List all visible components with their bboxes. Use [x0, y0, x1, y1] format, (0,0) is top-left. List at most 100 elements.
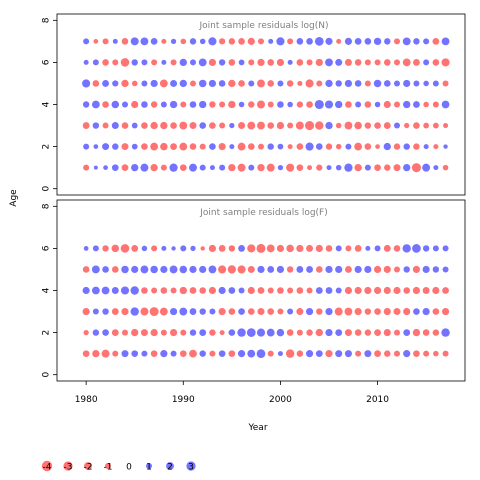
residual-point	[354, 329, 362, 336]
residual-point	[121, 350, 129, 358]
residual-point	[131, 163, 139, 172]
residual-point	[443, 123, 449, 129]
residual-point	[130, 37, 139, 46]
x-axis-label: Year	[247, 423, 267, 433]
legend-bubble	[166, 462, 174, 470]
residual-point	[296, 350, 304, 357]
residual-point	[120, 58, 130, 67]
residual-point	[102, 38, 109, 45]
residual-point	[364, 286, 372, 295]
residual-point	[325, 121, 333, 130]
residual-point	[112, 143, 119, 150]
residual-point	[373, 37, 382, 46]
residual-point	[170, 143, 177, 150]
residual-point	[306, 266, 313, 273]
residual-point	[412, 244, 421, 253]
residual-point	[402, 37, 411, 46]
residual-point	[413, 38, 420, 45]
residual-point	[258, 38, 264, 45]
residual-point	[237, 350, 246, 358]
residual-point	[199, 164, 206, 171]
residual-point	[179, 307, 188, 316]
residual-point	[247, 286, 255, 295]
residual-point	[92, 122, 100, 129]
residual-point	[111, 244, 120, 253]
residual-point	[276, 37, 285, 46]
residual-point	[335, 350, 343, 358]
y-tick-label: 2	[42, 144, 52, 150]
residual-point	[286, 329, 294, 336]
residual-point	[335, 245, 342, 252]
y-tick-label: 4	[42, 287, 52, 293]
y-tick-label: 0	[42, 186, 52, 192]
y-tick-label: 2	[42, 330, 52, 336]
residual-point	[335, 164, 342, 171]
residual-point	[121, 307, 129, 316]
residual-point	[287, 59, 293, 65]
residual-point	[140, 37, 149, 46]
residual-point	[228, 38, 236, 45]
residual-point	[413, 122, 420, 129]
residual-point	[92, 329, 100, 336]
residual-point	[383, 80, 391, 87]
residual-point	[394, 350, 400, 357]
residual-point	[208, 265, 217, 274]
residual-point	[151, 59, 158, 66]
residual-point	[267, 143, 274, 150]
residual-point	[432, 37, 440, 45]
residual-point	[141, 143, 148, 150]
y-tick-label: 6	[42, 245, 52, 251]
residual-point	[374, 164, 381, 171]
residual-point	[423, 350, 430, 357]
residual-point	[238, 287, 245, 294]
residual-point	[151, 287, 158, 294]
residual-point	[160, 287, 168, 294]
residual-point	[238, 38, 245, 45]
residual-point	[190, 245, 196, 252]
residual-point	[93, 39, 99, 44]
residual-point	[160, 350, 168, 358]
residual-point	[315, 121, 324, 130]
residual-point	[383, 244, 391, 252]
residual-point	[325, 37, 333, 45]
residual-point	[101, 286, 110, 295]
residual-point	[150, 142, 159, 151]
residual-point	[277, 80, 284, 87]
residual-point	[432, 329, 440, 336]
residual-point	[394, 59, 400, 66]
residual-point	[189, 329, 197, 336]
residual-point	[364, 59, 371, 66]
residual-point	[111, 100, 120, 109]
residual-point	[82, 122, 90, 129]
residual-point	[112, 350, 119, 357]
residual-point	[141, 101, 148, 108]
residual-point	[394, 38, 400, 45]
residual-point	[179, 350, 187, 357]
residual-point	[325, 265, 333, 274]
residual-point	[287, 38, 294, 45]
residual-point	[325, 287, 333, 294]
residual-point	[315, 350, 323, 358]
residual-point	[306, 38, 313, 45]
residual-point	[83, 38, 90, 45]
residual-point	[101, 349, 110, 358]
x-tick-label: 2010	[366, 395, 389, 405]
residual-point	[354, 245, 362, 252]
legend-bubble	[84, 462, 92, 470]
residual-point	[189, 122, 197, 130]
residual-point	[374, 308, 381, 315]
residual-point	[247, 37, 255, 45]
residual-point	[344, 79, 353, 88]
residual-point	[325, 245, 333, 252]
residual-point	[403, 100, 411, 109]
residual-point	[111, 164, 119, 171]
residual-point	[296, 38, 304, 45]
residual-point	[190, 59, 196, 66]
residual-point	[140, 163, 149, 172]
legend-label: -3	[64, 463, 73, 473]
residual-point	[83, 164, 90, 171]
residual-point	[441, 100, 450, 109]
residual-point	[199, 38, 206, 45]
residual-point	[198, 58, 207, 67]
